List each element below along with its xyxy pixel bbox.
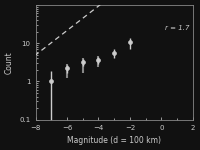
Text: r = 1.7: r = 1.7: [165, 25, 189, 31]
X-axis label: Magnitude (d = 100 km): Magnitude (d = 100 km): [67, 136, 161, 145]
Y-axis label: Count: Count: [5, 51, 14, 74]
